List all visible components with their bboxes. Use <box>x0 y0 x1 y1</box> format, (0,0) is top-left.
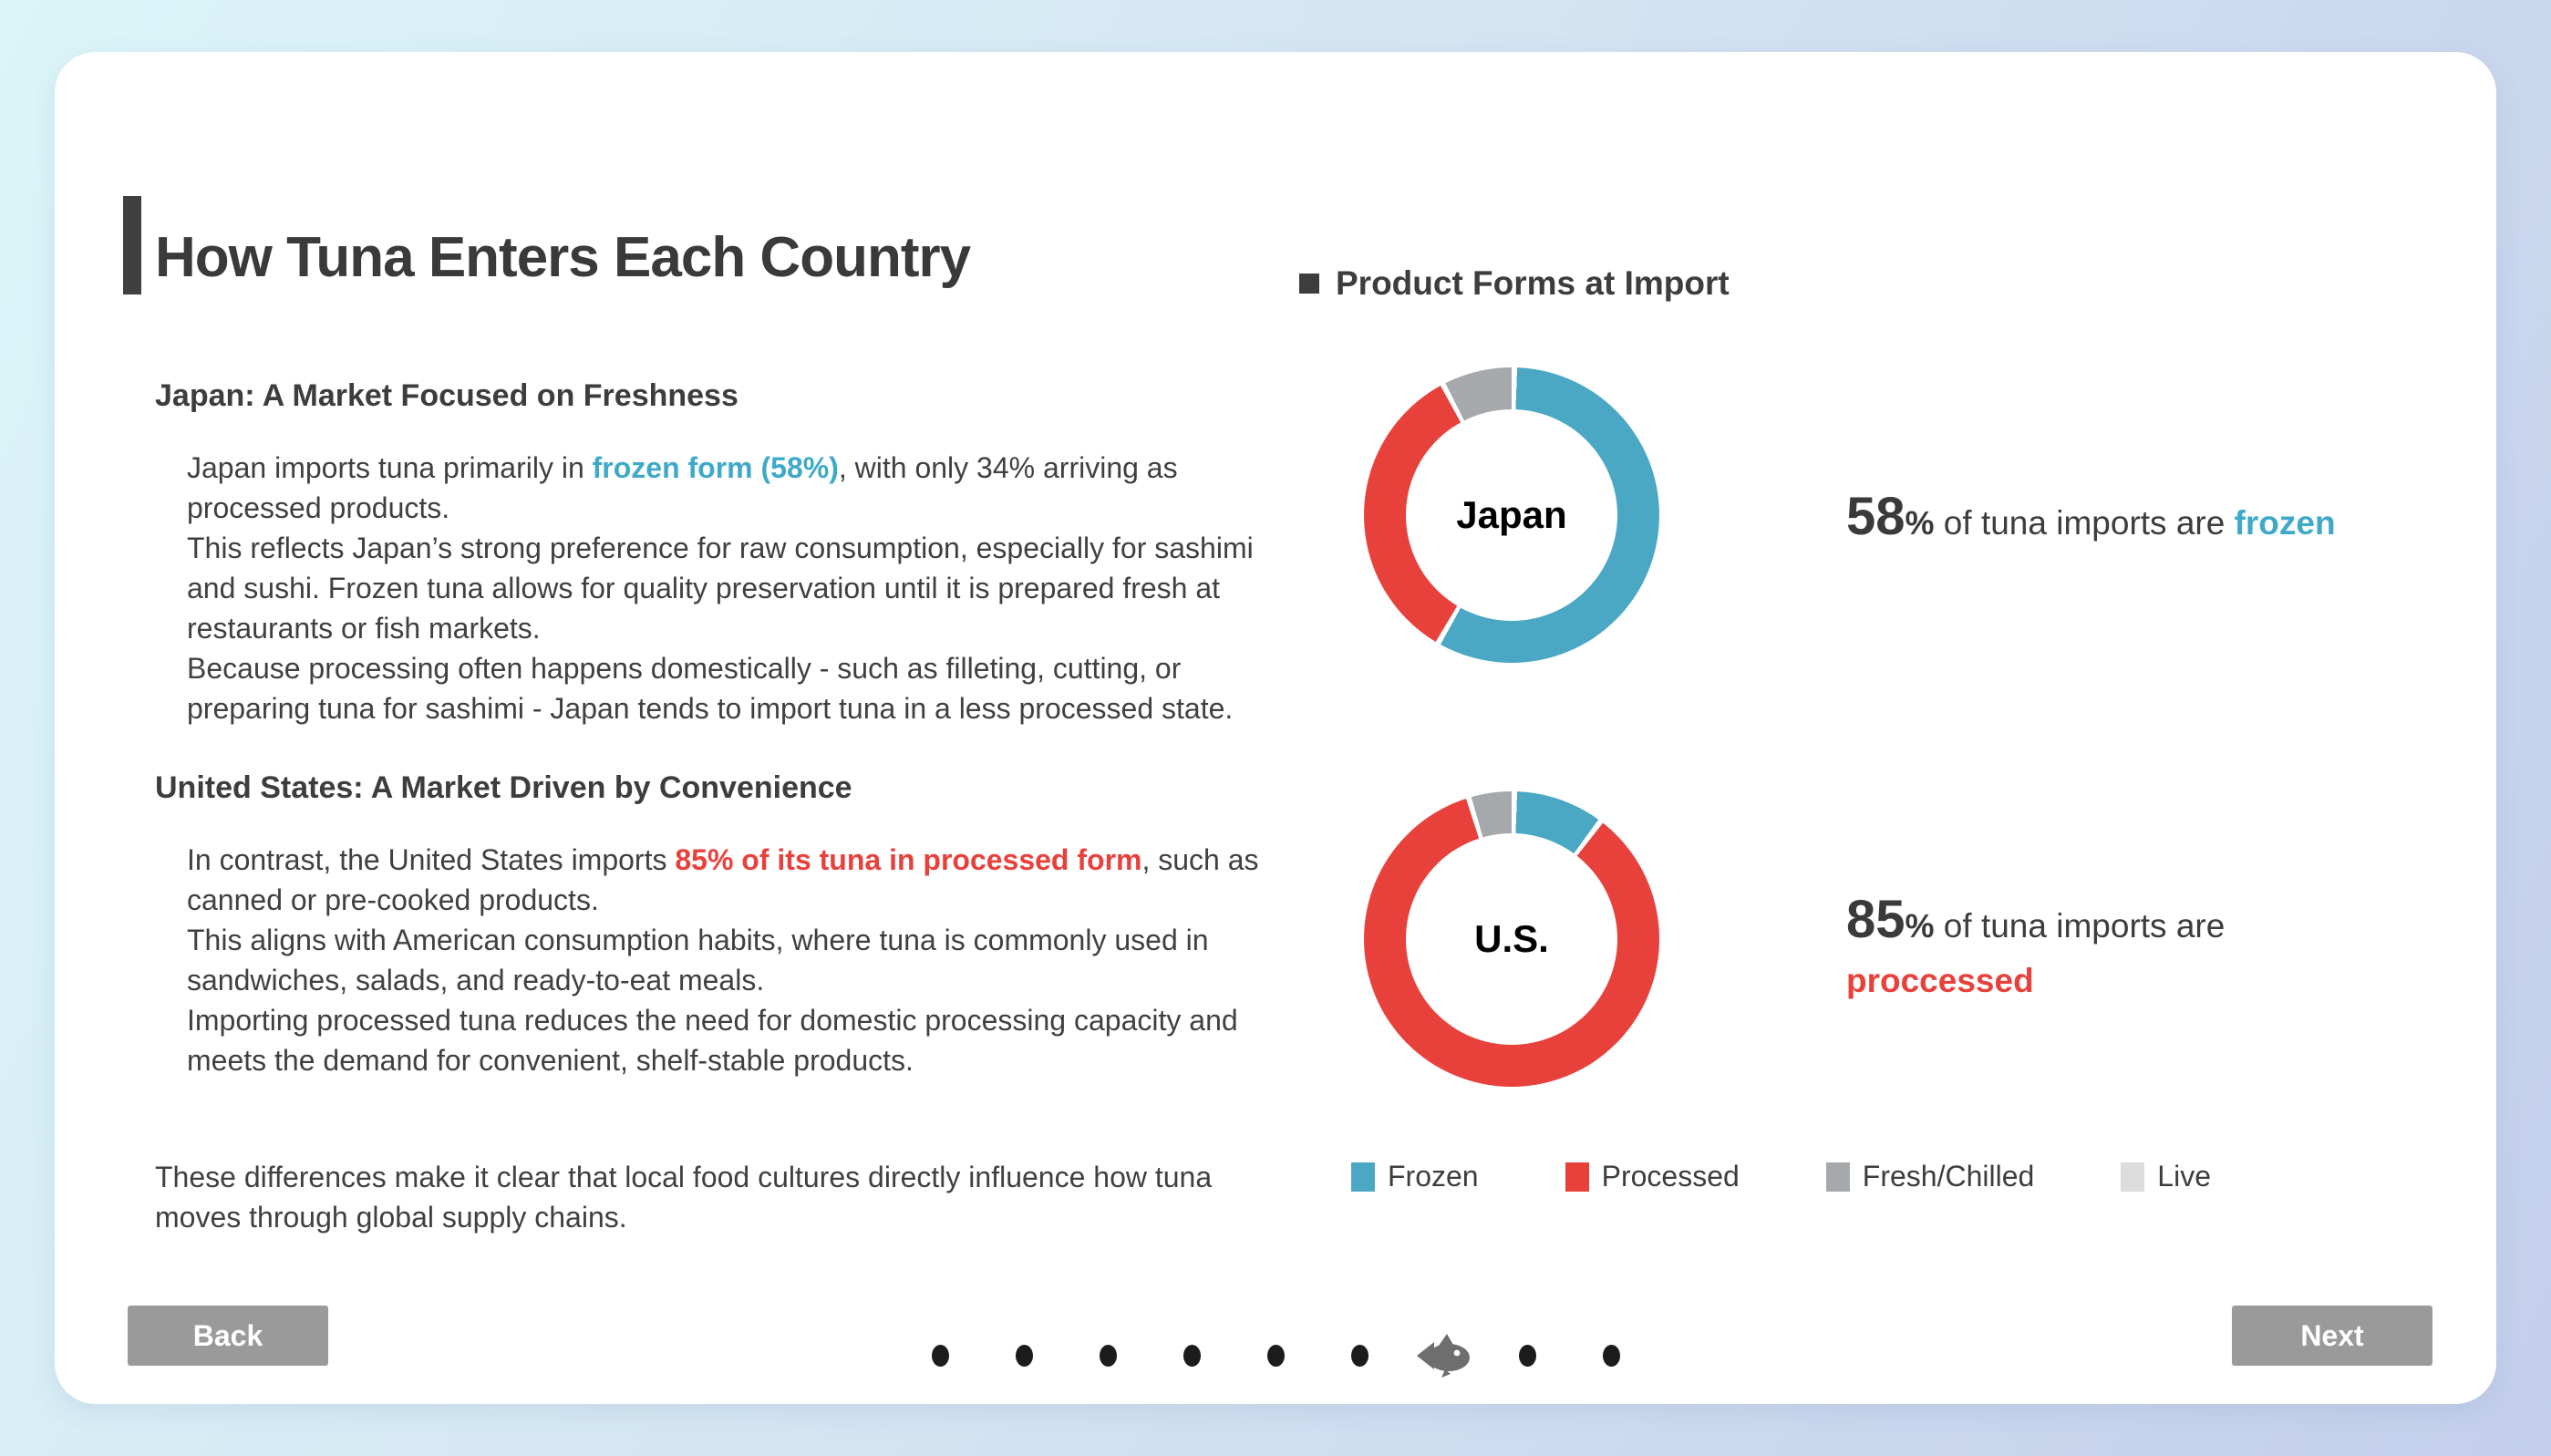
us-stat-highlight: proccessed <box>1846 962 2034 999</box>
japan-section-heading: Japan: A Market Focused on Freshness <box>155 378 738 413</box>
dot-icon <box>1350 1345 1368 1367</box>
page-dot-9[interactable] <box>1569 1327 1653 1385</box>
processed-swatch-icon <box>1565 1162 1589 1192</box>
back-button[interactable]: Back <box>128 1306 328 1366</box>
square-bullet-icon <box>1299 274 1319 294</box>
japan-stat-value: 58 <box>1846 487 1906 546</box>
japan-donut-hole: Japan <box>1406 409 1617 621</box>
page-dot-6[interactable] <box>1317 1327 1401 1385</box>
japan-paragraph-text: This reflects Japan’s strong preference … <box>187 532 1254 645</box>
product-forms-heading-label: Product Forms at Import <box>1336 264 1730 302</box>
japan-paragraph-highlight: frozen form (58%) <box>592 451 839 484</box>
next-button[interactable]: Next <box>2232 1306 2432 1366</box>
page-dot-5[interactable] <box>1234 1327 1317 1385</box>
japan-paragraph-text: , with only 34% arriving as processed pr… <box>187 451 1178 524</box>
legend-label-live: Live <box>2157 1160 2211 1193</box>
us-paragraph-highlight: 85% of its tuna in processed form <box>675 843 1142 876</box>
pagination-dots <box>898 1327 1653 1385</box>
slide-card: How Tuna Enters Each Country Japan: A Ma… <box>55 52 2496 1404</box>
japan-donut-label: Japan <box>1456 493 1567 536</box>
japan-stat-highlight: frozen <box>2234 504 2336 542</box>
dot-icon <box>1266 1345 1285 1367</box>
legend-label-processed: Processed <box>1601 1160 1740 1193</box>
legend-item-live: Live <box>2121 1160 2211 1193</box>
fresh-chilled-swatch-icon <box>1825 1162 1850 1192</box>
live-swatch-icon <box>2121 1162 2145 1192</box>
us-donut-label: U.S. <box>1474 917 1549 960</box>
dot-icon <box>931 1345 949 1367</box>
dot-icon <box>1183 1345 1201 1367</box>
page-dot-3[interactable] <box>1066 1327 1150 1385</box>
page-dot-1[interactable] <box>898 1327 982 1385</box>
page-indicator-current[interactable] <box>1401 1327 1485 1385</box>
chart-legend: Frozen Processed Fresh/Chilled Live <box>1351 1160 2211 1193</box>
japan-stat-text: 58% of tuna imports are frozen <box>1846 490 2430 551</box>
japan-stat-phrase: of tuna imports are <box>1934 504 2235 542</box>
us-section-heading: United States: A Market Driven by Conven… <box>155 770 852 805</box>
us-stat-text: 85% of tuna imports are proccessed <box>1846 893 2430 1008</box>
legend-item-fresh-chilled: Fresh/Chilled <box>1825 1160 2035 1193</box>
page-dot-8[interactable] <box>1485 1327 1569 1385</box>
us-paragraph-text: In contrast, the United States imports <box>187 843 676 876</box>
dot-icon <box>1602 1345 1620 1367</box>
us-paragraph: In contrast, the United States imports 8… <box>187 840 1272 1080</box>
us-paragraph-text: This aligns with American consumption ha… <box>187 924 1209 996</box>
japan-stat-percent: % <box>1905 504 1935 542</box>
page-title: How Tuna Enters Each Country <box>155 225 971 289</box>
us-stat-value: 85 <box>1846 890 1906 949</box>
page-dot-4[interactable] <box>1150 1327 1234 1385</box>
legend-item-frozen: Frozen <box>1351 1160 1479 1193</box>
japan-paragraph-text: Because processing often happens domesti… <box>187 652 1234 725</box>
japan-paragraph-text: Japan imports tuna primarily in <box>187 451 593 484</box>
us-stat-percent: % <box>1905 907 1935 945</box>
page-dot-2[interactable] <box>982 1327 1066 1385</box>
us-stat-phrase: of tuna imports are <box>1934 907 2226 945</box>
dot-icon <box>1015 1345 1033 1367</box>
legend-item-processed: Processed <box>1565 1160 1740 1193</box>
legend-label-frozen: Frozen <box>1388 1160 1479 1193</box>
fish-icon <box>1417 1334 1470 1378</box>
japan-donut-chart: Japan <box>1364 367 1659 663</box>
us-donut-hole: U.S. <box>1406 833 1617 1045</box>
japan-paragraph: Japan imports tuna primarily in frozen f… <box>187 448 1272 728</box>
legend-label-fresh-chilled: Fresh/Chilled <box>1862 1160 2035 1193</box>
us-paragraph-text: , such as canned or pre-cooked products. <box>187 843 1259 916</box>
frozen-swatch-icon <box>1351 1162 1375 1192</box>
us-paragraph-text: Importing processed tuna reduces the nee… <box>187 1004 1238 1077</box>
dot-icon <box>1518 1345 1536 1367</box>
closing-paragraph: These differences make it clear that loc… <box>155 1161 1213 1234</box>
title-accent-bar <box>123 196 141 294</box>
dot-icon <box>1099 1345 1117 1367</box>
us-donut-chart: U.S. <box>1364 791 1659 1087</box>
product-forms-heading: Product Forms at Import <box>1299 264 1730 303</box>
